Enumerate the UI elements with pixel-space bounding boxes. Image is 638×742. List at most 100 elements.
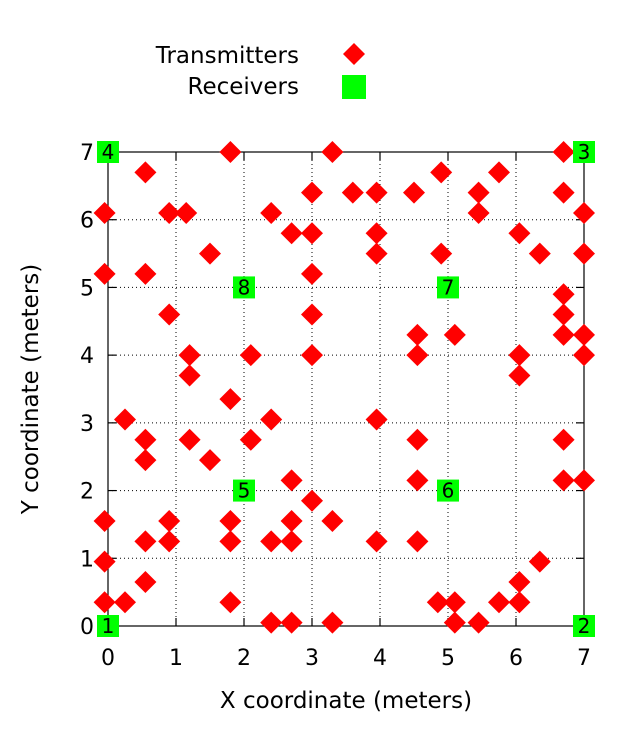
transmitter-point xyxy=(134,449,156,471)
transmitter-point xyxy=(444,324,466,346)
x-tick-label: 7 xyxy=(577,646,591,671)
y-tick-label: 1 xyxy=(80,547,94,572)
transmitter-point xyxy=(114,408,136,430)
plot-frame xyxy=(108,152,584,626)
transmitter-point xyxy=(199,449,221,471)
receiver-label: 5 xyxy=(238,479,251,503)
transmitter-point xyxy=(573,202,595,224)
x-tick-label: 2 xyxy=(237,646,251,671)
transmitter-point xyxy=(134,429,156,451)
transmitter-point xyxy=(219,591,241,613)
transmitter-point xyxy=(301,344,323,366)
transmitter-point xyxy=(366,530,388,552)
transmitter-point xyxy=(94,591,116,613)
transmitter-point xyxy=(366,182,388,204)
transmitter-point xyxy=(366,408,388,430)
legend: Transmitters Receivers xyxy=(155,43,366,100)
transmitter-point xyxy=(219,510,241,532)
legend-marker-transmitters xyxy=(343,43,365,65)
y-tick-label: 6 xyxy=(80,209,94,234)
transmitter-point xyxy=(573,243,595,265)
transmitter-point xyxy=(553,141,575,163)
transmitter-point xyxy=(553,469,575,491)
transmitter-point xyxy=(240,429,262,451)
y-tick-label: 5 xyxy=(80,276,94,301)
axis-ticks xyxy=(108,152,584,626)
transmitter-point xyxy=(553,182,575,204)
transmitter-point xyxy=(508,344,530,366)
transmitter-point xyxy=(281,510,303,532)
transmitter-point xyxy=(260,408,282,430)
x-tick-label: 0 xyxy=(101,646,115,671)
transmitter-point xyxy=(281,530,303,552)
transmitter-point xyxy=(508,571,530,593)
legend-label-transmitters: Transmitters xyxy=(155,43,299,69)
transmitter-point xyxy=(301,222,323,244)
transmitter-point xyxy=(468,612,490,634)
transmitter-point xyxy=(281,222,303,244)
transmitter-point xyxy=(114,591,136,613)
transmitter-point xyxy=(301,490,323,512)
receiver-label: 8 xyxy=(238,275,251,299)
receiver-label: 7 xyxy=(442,275,455,299)
transmitter-point xyxy=(553,283,575,305)
transmitter-point xyxy=(403,182,425,204)
receiver-label: 6 xyxy=(442,479,455,503)
transmitter-point xyxy=(158,530,180,552)
x-tick-label: 6 xyxy=(509,646,523,671)
transmitter-point xyxy=(321,510,343,532)
transmitter-point xyxy=(219,388,241,410)
transmitter-point xyxy=(219,141,241,163)
transmitter-point xyxy=(444,612,466,634)
transmitter-point xyxy=(94,510,116,532)
transmitter-point xyxy=(94,263,116,285)
transmitter-point xyxy=(219,530,241,552)
x-tick-label: 3 xyxy=(305,646,319,671)
receiver-label: 4 xyxy=(102,140,115,164)
transmitter-point xyxy=(179,364,201,386)
legend-marker-receivers xyxy=(342,75,366,99)
transmitter-point xyxy=(94,551,116,573)
transmitter-point xyxy=(430,161,452,183)
transmitter-point xyxy=(430,243,452,265)
transmitter-point xyxy=(508,364,530,386)
transmitter-point xyxy=(488,591,510,613)
transmitter-point xyxy=(508,591,530,613)
transmitter-point xyxy=(366,222,388,244)
y-tick-label: 2 xyxy=(80,480,94,505)
y-tick-label: 7 xyxy=(80,141,94,166)
transmitter-point xyxy=(553,304,575,326)
transmitter-point xyxy=(199,243,221,265)
transmitter-point xyxy=(406,429,428,451)
transmitter-point xyxy=(134,530,156,552)
transmitter-point xyxy=(94,202,116,224)
transmitter-point xyxy=(444,591,466,613)
transmitter-point xyxy=(281,612,303,634)
x-axis-label: X coordinate (meters) xyxy=(220,688,472,714)
transmitter-point xyxy=(529,243,551,265)
grid xyxy=(108,152,584,626)
y-axis-label: Y coordinate (meters) xyxy=(18,264,44,515)
transmitter-point xyxy=(488,161,510,183)
transmitter-point xyxy=(158,304,180,326)
transmitter-point xyxy=(260,202,282,224)
transmitter-point xyxy=(321,141,343,163)
transmitter-point xyxy=(179,429,201,451)
transmitter-point xyxy=(175,202,197,224)
transmitter-point xyxy=(406,344,428,366)
receiver-label: 1 xyxy=(102,614,115,638)
transmitter-point xyxy=(553,429,575,451)
y-tick-label: 4 xyxy=(80,344,94,369)
x-tick-label: 5 xyxy=(441,646,455,671)
transmitter-point xyxy=(573,469,595,491)
transmitter-point xyxy=(573,324,595,346)
transmitter-point xyxy=(468,202,490,224)
transmitter-point xyxy=(553,324,575,346)
transmitter-point xyxy=(179,344,201,366)
transmitter-point xyxy=(529,551,551,573)
x-tick-label: 4 xyxy=(373,646,387,671)
x-tick-label: 1 xyxy=(169,646,183,671)
legend-label-receivers: Receivers xyxy=(188,74,300,100)
transmitter-point xyxy=(321,612,343,634)
